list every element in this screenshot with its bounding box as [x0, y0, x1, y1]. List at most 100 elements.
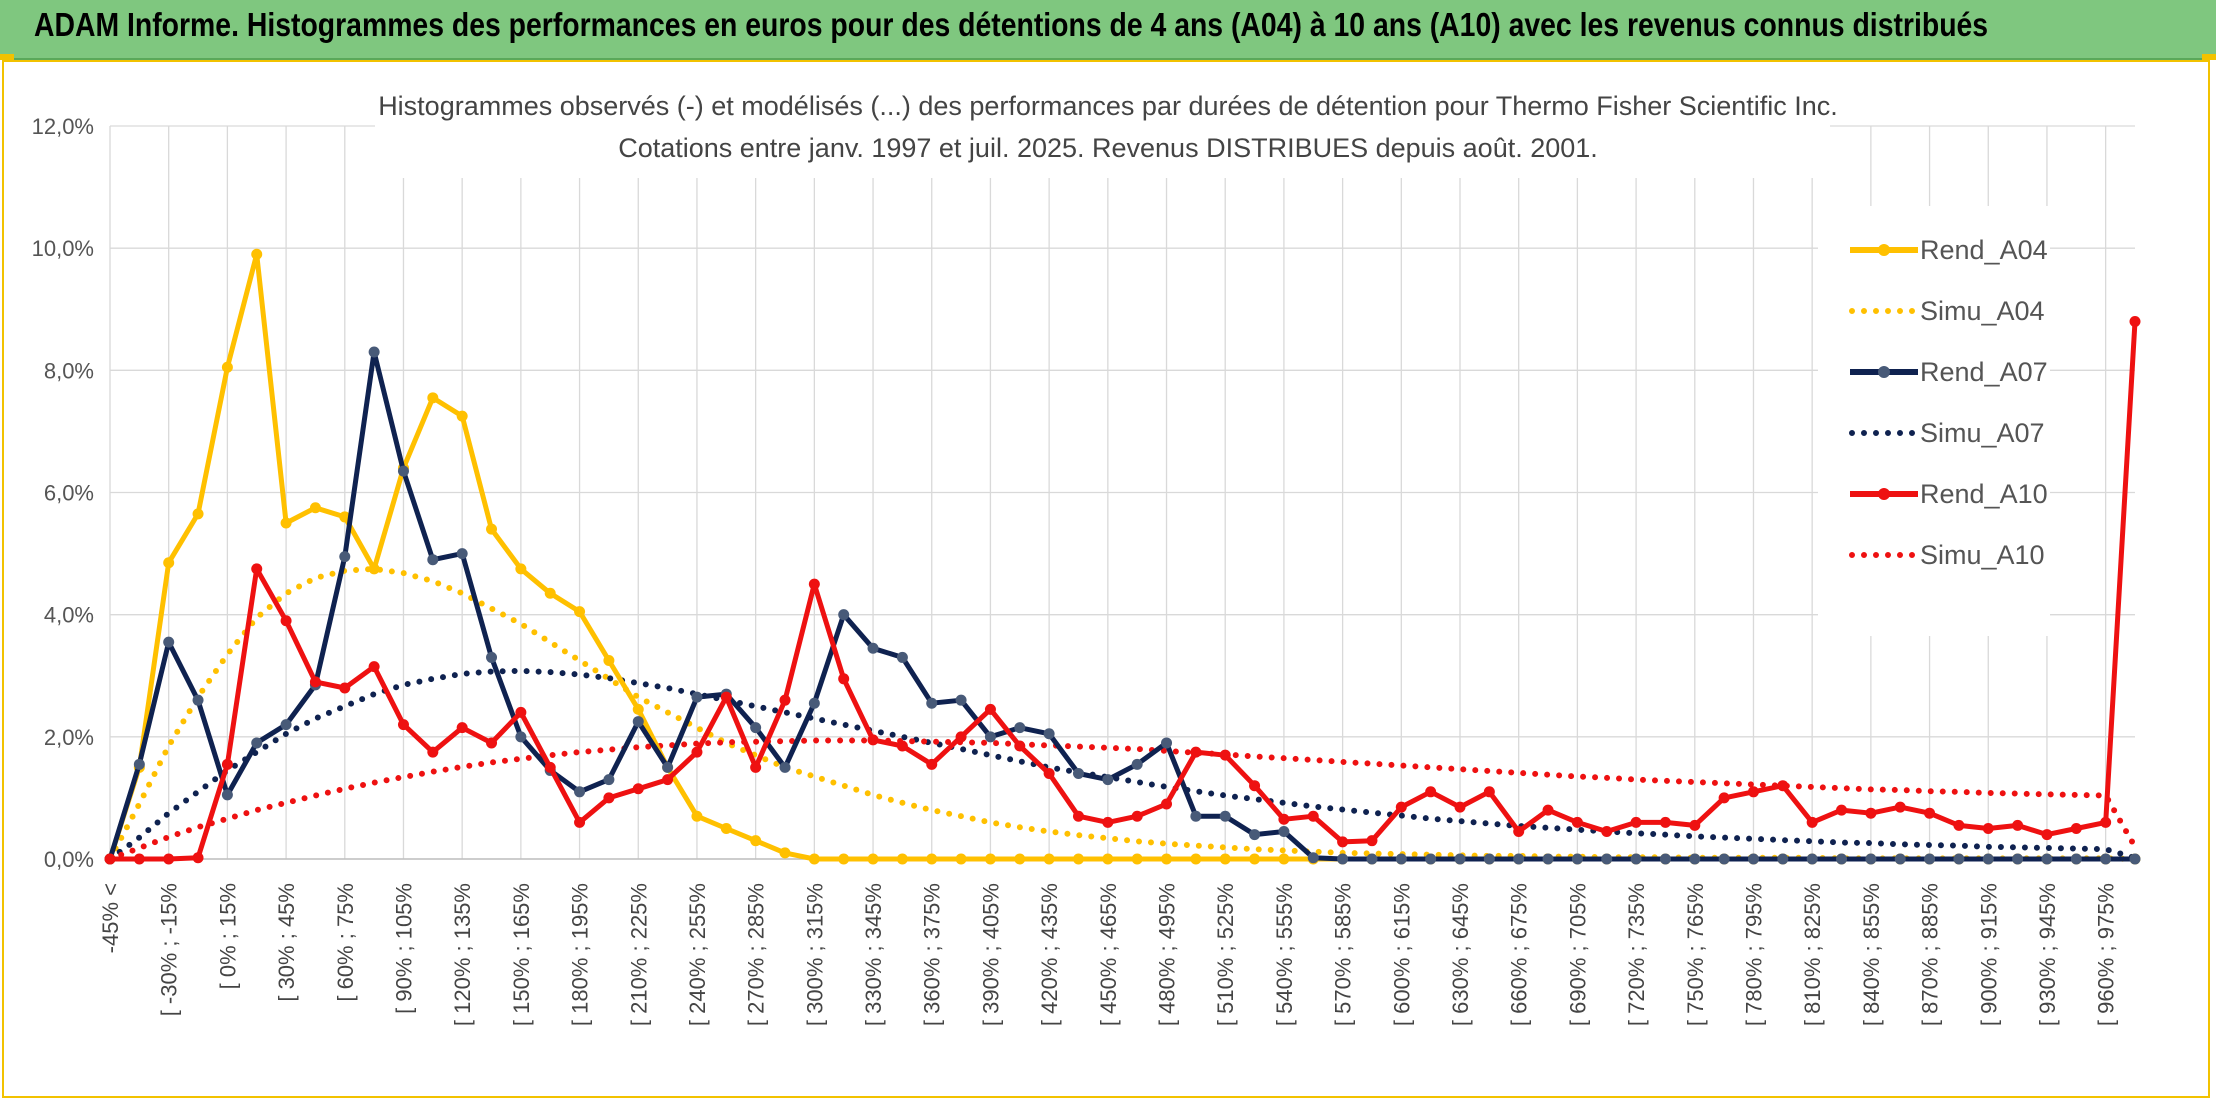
data-point-rend-a07 [955, 694, 967, 706]
data-point-rend-a07 [1278, 826, 1290, 838]
data-point-rend-a07 [486, 651, 498, 663]
data-point-rend-a04 [515, 563, 527, 575]
x-tick-label: [ 630% ; 645% [1448, 883, 1473, 1026]
x-tick-label: [ 720% ; 735% [1624, 883, 1649, 1026]
data-point-rend-a10 [1513, 826, 1525, 838]
data-point-rend-a07 [280, 719, 292, 731]
data-point-rend-a10 [779, 694, 791, 706]
data-point-rend-a10 [1689, 819, 1701, 831]
data-point-rend-a07 [691, 691, 703, 703]
data-point-rend-a07 [2100, 853, 2112, 865]
data-point-rend-a07 [251, 737, 263, 749]
data-point-rend-a07 [397, 465, 409, 477]
x-tick-label: [ 240% ; 255% [685, 883, 710, 1026]
data-point-rend-a04 [486, 523, 498, 535]
data-point-rend-a07 [2129, 853, 2141, 865]
data-point-rend-a07 [1131, 758, 1143, 770]
data-point-rend-a07 [603, 774, 615, 786]
data-point-rend-a04 [1014, 853, 1026, 865]
data-point-rend-a10 [1131, 810, 1143, 822]
data-point-rend-a04 [632, 703, 644, 715]
chart-subtitle: Cotations entre janv. 1997 et juil. 2025… [618, 133, 1598, 163]
data-point-rend-a07 [2070, 853, 2082, 865]
x-tick-label: -45% < [98, 883, 123, 953]
data-point-rend-a07 [1219, 810, 1231, 822]
data-point-rend-a10 [1014, 740, 1026, 752]
data-point-rend-a04 [1161, 853, 1173, 865]
data-point-rend-a07 [192, 694, 204, 706]
data-point-rend-a04 [1131, 853, 1143, 865]
data-point-rend-a04 [955, 853, 967, 865]
data-point-rend-a10 [1102, 816, 1114, 828]
data-point-rend-a07 [1894, 853, 1906, 865]
legend-marker-rend-a04 [1878, 244, 1890, 256]
data-point-rend-a07 [1601, 853, 1613, 865]
data-point-rend-a04 [838, 853, 850, 865]
y-tick-label: 10,0% [32, 236, 94, 261]
data-point-rend-a07 [1161, 737, 1173, 749]
data-point-rend-a10 [368, 661, 380, 673]
data-point-rend-a07 [427, 554, 439, 566]
x-tick-label: [ 900% ; 915% [1976, 883, 2001, 1026]
data-point-rend-a07 [1454, 853, 1466, 865]
legend-marker-rend-a07 [1878, 366, 1890, 378]
legend-label-simu-a10: Simu_A10 [1920, 540, 2045, 570]
corner-mark-left [0, 54, 14, 60]
data-point-rend-a10 [1542, 804, 1554, 816]
data-point-rend-a07 [368, 346, 380, 358]
data-point-rend-a04 [309, 502, 321, 514]
x-tick-label: [ 90% ; 105% [391, 883, 416, 1014]
data-point-rend-a10 [896, 740, 908, 752]
data-point-rend-a04 [339, 511, 351, 523]
y-tick-label: 8,0% [44, 358, 94, 383]
x-tick-label: [ 600% ; 615% [1389, 883, 1414, 1026]
data-point-rend-a04 [720, 822, 732, 834]
data-point-rend-a10 [1630, 816, 1642, 828]
x-tick-label: [ 780% ; 795% [1741, 883, 1766, 1026]
data-point-rend-a07 [1190, 810, 1202, 822]
legend-label-rend-a04: Rend_A04 [1920, 235, 2048, 265]
x-tick-label: [ 30% ; 45% [274, 883, 299, 1002]
data-point-rend-a07 [1014, 722, 1026, 734]
y-tick-label: 0,0% [44, 847, 94, 872]
data-point-rend-a07 [1924, 853, 1936, 865]
data-point-rend-a07 [1630, 853, 1642, 865]
data-point-rend-a10 [1249, 780, 1261, 792]
x-tick-label: [ 210% ; 225% [626, 883, 651, 1026]
chart-title: Histogrammes observés (-) et modélisés (… [378, 91, 1838, 121]
data-point-rend-a07 [1307, 852, 1319, 864]
data-point-rend-a07 [1483, 853, 1495, 865]
data-point-rend-a07 [750, 722, 762, 734]
histogram-chart: 0,0% 2,0% 4,0% 6,0% 8,0% 10,0% 12,0% -45% < [ -… [32, 82, 2141, 1026]
series-line-simu-a10 [107, 737, 2138, 862]
y-tick-label: 6,0% [44, 481, 94, 506]
data-point-rend-a07 [221, 789, 233, 801]
x-tick-label: [ 840% ; 855% [1859, 883, 1884, 1026]
report-title: ADAM Informe. Histogrammes des performan… [34, 6, 1989, 43]
grid-lines [109, 125, 2135, 860]
data-point-rend-a04 [691, 810, 703, 822]
legend-label-rend-a07: Rend_A07 [1920, 357, 2048, 387]
data-point-rend-a10 [104, 853, 116, 865]
data-point-rend-a07 [1718, 853, 1730, 865]
data-point-rend-a10 [1777, 780, 1789, 792]
data-point-rend-a04 [1190, 853, 1202, 865]
data-point-rend-a10 [251, 563, 263, 575]
data-point-rend-a10 [163, 853, 175, 865]
data-point-rend-a07 [1865, 853, 1877, 865]
data-point-rend-a04 [1102, 853, 1114, 865]
data-point-rend-a10 [662, 774, 674, 786]
data-point-rend-a07 [896, 651, 908, 663]
data-point-rend-a10 [486, 737, 498, 749]
x-tick-label: [ 540% ; 555% [1272, 883, 1297, 1026]
data-point-rend-a10 [1483, 786, 1495, 798]
data-point-rend-a10 [1425, 786, 1437, 798]
y-tick-label: 2,0% [44, 725, 94, 750]
report-banner: ADAM Informe. Histogrammes des performan… [0, 0, 2216, 60]
data-point-rend-a10 [691, 746, 703, 758]
data-point-rend-a04 [574, 606, 586, 618]
data-point-rend-a07 [339, 551, 351, 563]
data-point-rend-a07 [1072, 767, 1084, 779]
data-point-rend-a04 [163, 557, 175, 569]
data-point-rend-a10 [309, 676, 321, 688]
